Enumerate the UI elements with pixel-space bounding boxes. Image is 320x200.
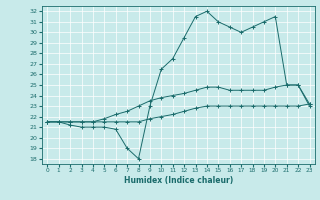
- X-axis label: Humidex (Indice chaleur): Humidex (Indice chaleur): [124, 176, 233, 185]
